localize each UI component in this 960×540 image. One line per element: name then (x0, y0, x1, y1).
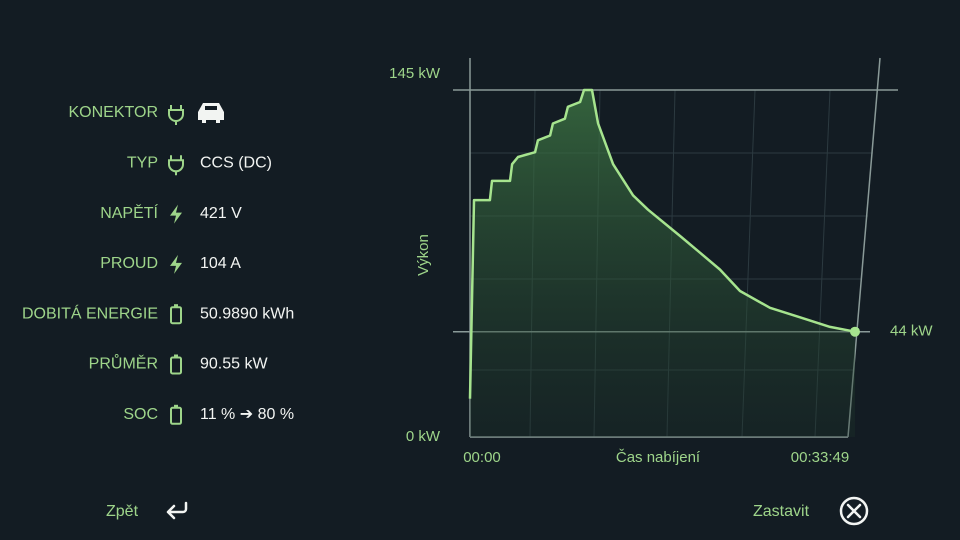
bolt-icon (170, 204, 182, 224)
battery-icon (170, 306, 182, 325)
stop-icon (846, 503, 862, 519)
back-button[interactable]: Zpět (106, 501, 188, 520)
info-value: 104 A (200, 255, 241, 272)
y-tick-label: 0 kW (406, 428, 441, 445)
info-label: SOC (123, 406, 158, 423)
stop-icon (839, 496, 869, 526)
info-row: TYP CCS (DC) (127, 155, 272, 176)
info-row: PRŮMĚR 90.55 kW (89, 354, 268, 375)
info-value: 421 V (200, 205, 242, 222)
info-row: SOC 11 % ➔ 80 % (123, 404, 294, 425)
car-icon (198, 103, 224, 123)
info-label: KONEKTOR (69, 104, 159, 121)
info-row: DOBITÁ ENERGIE 50.9890 kWh (22, 303, 294, 325)
battery-icon (170, 356, 182, 375)
info-row: NAPĚTÍ 421 V (100, 203, 242, 224)
y-tick-label: 145 kW (389, 65, 441, 82)
plug-icon (168, 105, 184, 125)
area (470, 90, 855, 437)
bolt-icon (170, 254, 182, 274)
info-value: CCS (DC) (200, 155, 272, 172)
info-label: NAPĚTÍ (100, 203, 158, 222)
end-point (850, 326, 860, 337)
info-value: 11 % ➔ 80 % (200, 406, 294, 423)
info-label: DOBITÁ ENERGIE (22, 303, 158, 322)
battery-icon (170, 406, 182, 425)
stop-button[interactable]: Zastavit (753, 496, 869, 526)
info-row: PROUD 104 A (100, 254, 241, 274)
back-icon (166, 501, 188, 520)
x-axis-label: Čas nabíjení (616, 449, 701, 466)
y-axis-label: Výkon (415, 234, 432, 276)
button-label: Zastavit (753, 503, 810, 520)
info-row: KONEKTOR (69, 103, 224, 125)
info-value: 90.55 kW (200, 356, 268, 373)
battery-icon (174, 404, 178, 408)
car-icon (205, 106, 217, 110)
info-label: PRŮMĚR (89, 354, 158, 373)
info-value: 50.9890 kWh (200, 305, 294, 322)
button-label: Zpět (106, 503, 139, 520)
battery-icon (174, 304, 178, 308)
info-label: TYP (127, 155, 158, 172)
x-tick-label: 00:00 (463, 449, 501, 466)
info-label: PROUD (100, 255, 158, 272)
battery-icon (174, 354, 178, 358)
marker-label: 44 kW (890, 323, 933, 340)
plug-icon (168, 155, 184, 176)
x-tick-label: 00:33:49 (791, 449, 849, 466)
line (468, 88, 856, 399)
